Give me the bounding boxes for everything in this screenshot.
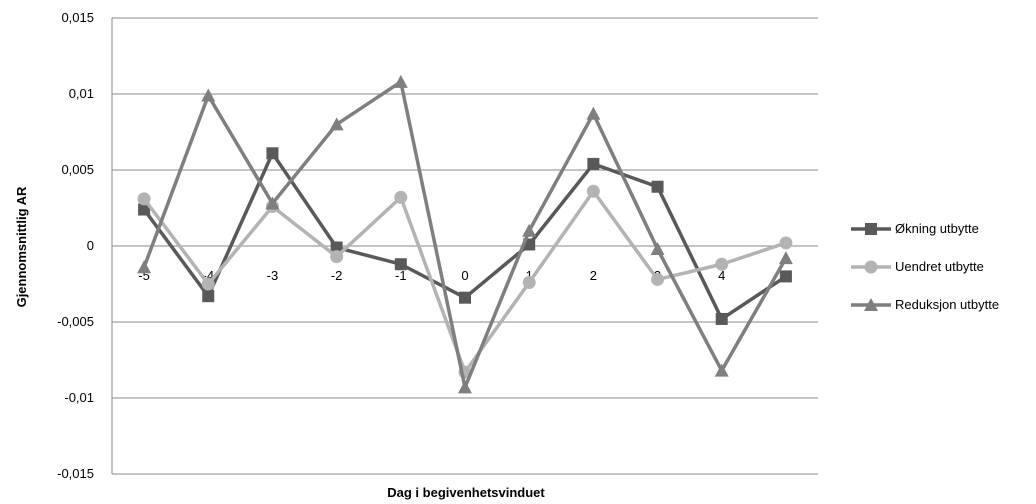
legend: Økning utbytte Uendret utbytte Reduksjon u… [851, 221, 999, 312]
y-tick-label: -0,015 [57, 466, 94, 481]
y-tick-label: -0,01 [64, 390, 94, 405]
data-point [138, 203, 151, 216]
data-point [201, 277, 215, 291]
data-point [778, 251, 793, 265]
y-tick-label: 0,005 [61, 162, 94, 177]
x-tick-label: -3 [267, 268, 279, 283]
x-tick-label: 0 [461, 268, 468, 283]
series-1 [138, 147, 792, 325]
data-point [715, 257, 729, 271]
legend-marker [865, 223, 877, 235]
x-tick-label: -1 [395, 268, 407, 283]
data-point [651, 272, 665, 286]
data-point [201, 88, 216, 102]
data-point [715, 312, 728, 325]
legend-label: Reduksjon utbytte [895, 297, 999, 312]
data-point [202, 290, 215, 303]
data-point [265, 196, 280, 210]
legend-item: Reduksjon utbytte [851, 297, 999, 312]
data-point [587, 157, 600, 170]
y-tick-label: 0 [87, 238, 94, 253]
data-point [651, 180, 664, 193]
data-point [394, 190, 408, 204]
legend-marker [864, 260, 878, 274]
gridlines [111, 17, 818, 475]
data-point [393, 74, 408, 88]
data-point [779, 270, 792, 283]
data-point [330, 250, 344, 264]
data-point [137, 192, 151, 206]
data-point [459, 291, 471, 304]
x-tick-label: 4 [718, 268, 725, 283]
y-tick-label: 0,015 [61, 10, 94, 25]
y-axis-ticks: -0,015 -0,01 -0,005 0 0,005 0,01 0,015 [57, 10, 94, 481]
x-tick-label: -4 [202, 268, 214, 283]
data-point [329, 117, 344, 131]
series-3 [137, 74, 793, 394]
legend-label: Uendret utbytte [895, 259, 984, 274]
data-point [650, 242, 665, 256]
data-point [522, 223, 537, 237]
x-axis-title: Dag i begivenhetsvinduet [387, 485, 545, 500]
legend-item: Uendret utbytte [851, 259, 984, 274]
data-point [586, 106, 601, 120]
y-axis-title: Gjennomsnittlig AR [14, 186, 29, 307]
y-tick-label: 0,01 [69, 86, 94, 101]
data-point [394, 258, 407, 271]
data-point [330, 241, 343, 254]
legend-item: Økning utbytte [851, 221, 979, 236]
data-point [266, 147, 279, 160]
y-tick-label: -0,005 [57, 314, 94, 329]
data-point [586, 184, 600, 198]
data-point [714, 363, 729, 377]
legend-label: Økning utbytte [895, 221, 979, 236]
data-point [458, 380, 472, 394]
series-line [142, 80, 788, 390]
legend-marker [864, 298, 878, 311]
data-point [137, 260, 152, 274]
x-tick-label: -5 [138, 268, 150, 283]
data-point [522, 275, 536, 289]
data-point [779, 236, 793, 250]
x-tick-label: 1 [526, 268, 533, 283]
x-tick-label: 2 [590, 268, 597, 283]
series-group [137, 74, 793, 394]
x-tick-label: -2 [331, 268, 343, 283]
